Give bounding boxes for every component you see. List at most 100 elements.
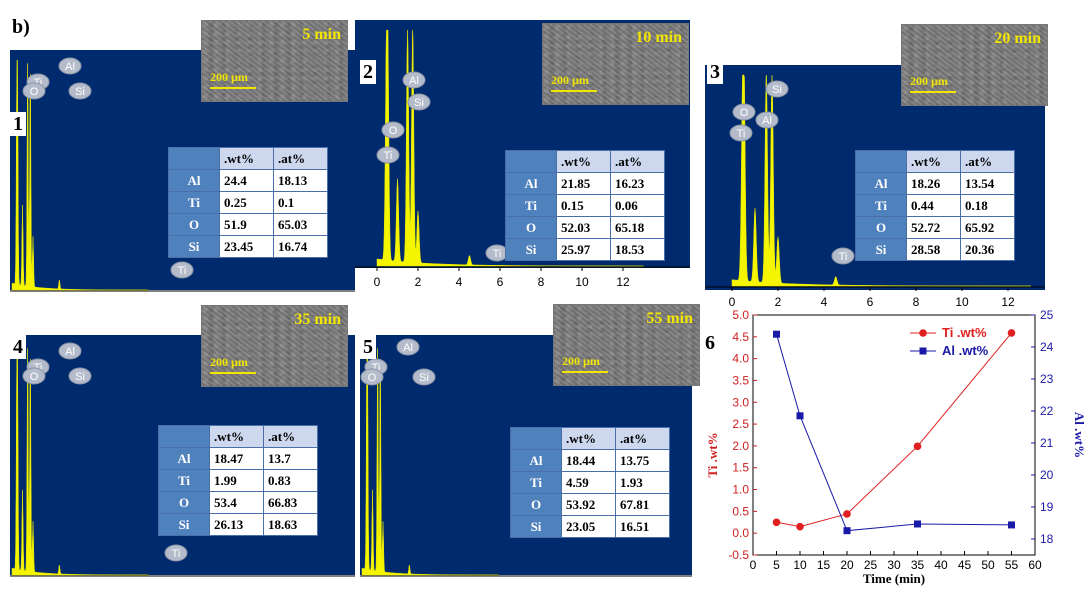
table-cell-wt: 21.85 — [556, 172, 611, 195]
table-cell-at: 0.18 — [960, 194, 1015, 217]
data-point — [796, 412, 804, 420]
y-tick-label: 2.5 — [732, 417, 749, 431]
peak-label: Si — [419, 372, 429, 384]
table-cell-element: Si — [510, 515, 562, 538]
scale-bar — [210, 87, 256, 89]
peak-label-badge — [831, 247, 855, 265]
spectrum-trace — [731, 74, 1032, 287]
peak-label: Al — [762, 115, 772, 127]
table-cell-wt: 25.97 — [556, 238, 611, 261]
peak-label: Si — [414, 97, 424, 109]
table-cell-at: 16.51 — [615, 515, 670, 538]
table-cell-at: 13.75 — [615, 449, 670, 472]
table-header-at: .at% — [615, 427, 670, 450]
peak-label-badge — [381, 121, 405, 139]
spectrum-trace — [11, 59, 149, 291]
table-cell-wt: 26.13 — [209, 513, 264, 536]
table-cell-at: 13.54 — [960, 172, 1015, 195]
scale-bar — [910, 91, 956, 93]
scale-bar — [551, 90, 597, 92]
table-cell-wt: 18.47 — [209, 447, 264, 470]
peak-label: Ti — [493, 248, 502, 260]
table-header-at: .at% — [960, 150, 1015, 173]
spectrum-x-tick-label: 0 — [729, 295, 736, 309]
table-cell-at: 16.23 — [610, 172, 665, 195]
table-cell-wt: 23.05 — [561, 515, 616, 538]
x-tick-label: 30 — [887, 558, 901, 572]
y-axis-label: Ti .wt% — [705, 432, 720, 477]
sem-time-label: 35 min — [294, 311, 341, 328]
table-row: Al 18.44 13.75 — [510, 449, 670, 472]
peak-label-badge — [396, 338, 420, 356]
scale-bar-label: 200 µm — [562, 354, 600, 368]
table-cell-element: Ti — [855, 194, 907, 217]
y-tick-label: 4.5 — [732, 330, 749, 344]
eds-panel-2: 0 2 4 6 8 10 12 O Ti Al Si Ti 2 10 min 200 µm .wt%.… — [355, 20, 690, 295]
table-cell-wt: 0.44 — [906, 194, 961, 217]
x-tick-label: 5 — [773, 558, 780, 572]
panel-number: 5 — [360, 335, 376, 359]
composition-table-4: .wt% .at% Al 18.47 13.7 Ti 1.99 0.83 O 53.4 66.83 S… — [158, 425, 318, 536]
table-cell-element: O — [505, 216, 557, 239]
data-point — [914, 520, 921, 528]
table-cell-element: Al — [855, 172, 907, 195]
legend-label: Ti .wt% — [942, 325, 987, 340]
peak-label-badge — [164, 544, 188, 562]
table-row: Si 23.45 16.74 — [168, 235, 328, 258]
table-row: Al 24.4 18.13 — [168, 169, 328, 192]
table-cell-element: Ti — [158, 469, 210, 492]
y-tick-label: 1.5 — [732, 461, 749, 475]
table-row: Si 28.58 20.36 — [855, 238, 1015, 261]
y-tick-label: -0.5 — [728, 548, 749, 562]
y-tick-label: 3.5 — [732, 373, 749, 387]
scale-bar-label: 200 µm — [551, 73, 589, 87]
table-row: Al 21.85 16.23 — [505, 172, 665, 195]
table-corner — [510, 427, 562, 450]
peak-label-badge — [412, 368, 436, 386]
table-cell-wt: 52.72 — [906, 216, 961, 239]
table-header-wt: .wt% — [906, 150, 961, 173]
composition-table-5: .wt% .at% Al 18.44 13.75 Ti 4.59 1.93 O 53.92 67.8… — [510, 427, 670, 538]
table-cell-element: Si — [158, 513, 210, 536]
peak-label: Ti — [384, 150, 393, 162]
table-cell-wt: 0.25 — [219, 191, 274, 214]
sem-time-label: 55 min — [646, 310, 693, 327]
trend-chart-panel: 6 0 5 10 15 20 25 30 35 40 45 50 55 60 -0.5 0.0 0.5 1.0 1.… — [705, 305, 1085, 586]
y2-tick-label: 20 — [1040, 468, 1054, 482]
table-row: Al 18.26 13.54 — [855, 172, 1015, 195]
peak-label-badge — [402, 71, 426, 89]
panel-number: 6 — [705, 332, 715, 354]
y2-tick-label: 18 — [1040, 532, 1054, 546]
table-row: Si 23.05 16.51 — [510, 515, 670, 538]
peak-label: Ti — [172, 548, 181, 560]
table-row: O 53.4 66.83 — [158, 491, 318, 514]
spectrum-x-tick-label: 8 — [913, 295, 920, 309]
spectrum-x-tick-label: 0 — [374, 275, 381, 289]
composition-table-1: .wt% .at% Al 24.4 18.13 Ti 0.25 0.1 O 51.9 65.03 Si… — [168, 147, 328, 258]
y-tick-label: 5.0 — [732, 308, 749, 322]
table-cell-element: Ti — [168, 191, 220, 214]
y2-tick-label: 23 — [1040, 372, 1054, 386]
eds-panel-1: Ti O Al Si Ti 1 5 min 200 µm .wt% .at% Al 24.4 1… — [10, 20, 355, 295]
peak-label-badge — [170, 261, 194, 279]
x-tick-label: 10 — [793, 558, 807, 572]
peak-label: Si — [75, 86, 85, 98]
peak-label-badge — [68, 367, 92, 385]
table-cell-at: 16.74 — [273, 235, 328, 258]
table-cell-element: Al — [505, 172, 557, 195]
table-cell-wt: 53.92 — [561, 493, 616, 516]
table-cell-at: 65.92 — [960, 216, 1015, 239]
table-cell-element: Si — [168, 235, 220, 258]
y2-axis-label: Al .wt% — [1072, 412, 1085, 458]
eds-panel-3: 0 2 4 6 8 10 12 O Ti Al Si Ti 3 20 min 200 µm .wt%.… — [705, 20, 1048, 309]
spectrum-x-tick-label: 2 — [415, 275, 422, 289]
peak-label-badge — [68, 82, 92, 100]
x-tick-label: 0 — [750, 558, 757, 572]
table-row: Ti 0.15 0.06 — [505, 194, 665, 217]
table-row: O 52.72 65.92 — [855, 216, 1015, 239]
table-row: Si 26.13 18.63 — [158, 513, 318, 536]
table-header-row: .wt% .at% — [158, 425, 318, 448]
spectrum-x-tick-label: 4 — [821, 295, 828, 309]
table-cell-at: 65.03 — [273, 213, 328, 236]
peak-label: Ti — [839, 251, 848, 263]
